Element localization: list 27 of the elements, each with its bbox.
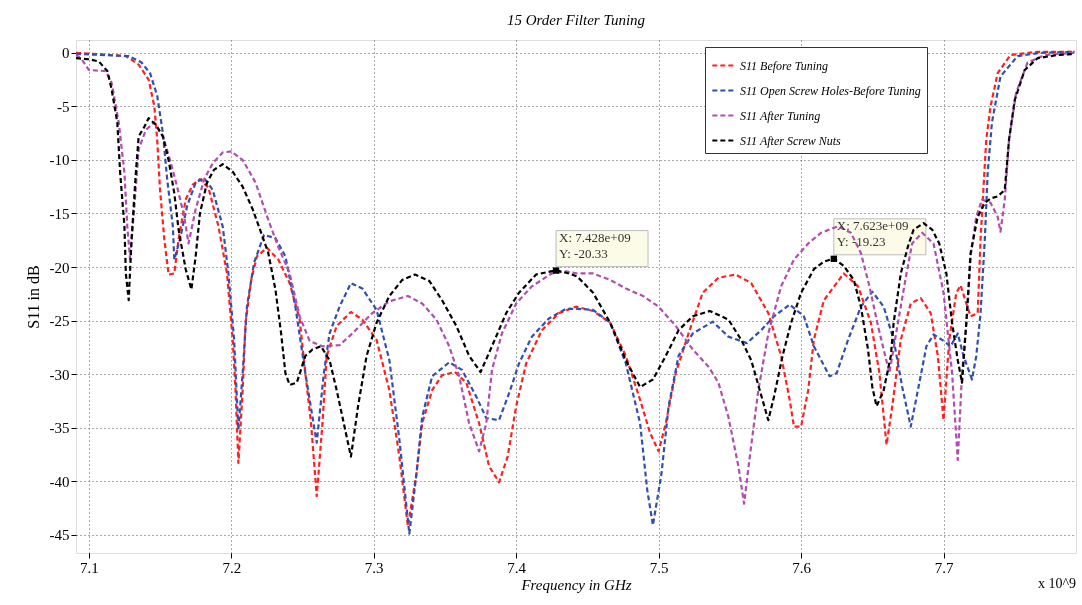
chart-title: 15 Order Filter Tuning bbox=[506, 12, 646, 28]
x-axis-title: Frequency in GHz bbox=[520, 576, 632, 593]
y-tick-label: -35 bbox=[49, 420, 70, 437]
x-tick-label: 7.5 bbox=[649, 559, 669, 576]
y-axis-title: S11 in dB bbox=[24, 265, 42, 329]
x-tick-label: 7.4 bbox=[507, 559, 527, 576]
y-tick-label: -40 bbox=[49, 473, 70, 490]
x-tick-label: 7.3 bbox=[364, 559, 384, 576]
y-tick-label: -20 bbox=[49, 259, 70, 276]
legend-label: S11 Open Screw Holes-Before Tuning bbox=[740, 83, 921, 98]
y-tick-label: 0 bbox=[62, 45, 70, 62]
legend-label: S11 After Tuning bbox=[740, 108, 821, 123]
y-tick-label: -45 bbox=[49, 527, 70, 544]
x-tick-label: 7.7 bbox=[934, 559, 954, 576]
y-tick-label: -25 bbox=[49, 313, 70, 330]
y-tick-label: -10 bbox=[49, 152, 70, 169]
annotation: X: 7.428e+09 Y: -20.33 bbox=[559, 229, 631, 261]
x-tick-label: 7.6 bbox=[792, 559, 812, 576]
x-tick-label: 7.1 bbox=[79, 559, 99, 576]
legend-label: S11 Before Tuning bbox=[740, 58, 828, 73]
y-tick-label: -30 bbox=[49, 366, 70, 383]
x-tick-label: 7.2 bbox=[222, 559, 242, 576]
legend-label: S11 After Screw Nuts bbox=[740, 133, 842, 148]
y-tick-label: -5 bbox=[57, 98, 70, 115]
text: x 10^9 bbox=[1037, 576, 1076, 591]
y-tick-label: -15 bbox=[49, 206, 70, 222]
annotation: X: 7.623e+09 Y: -19.23 bbox=[836, 217, 909, 249]
